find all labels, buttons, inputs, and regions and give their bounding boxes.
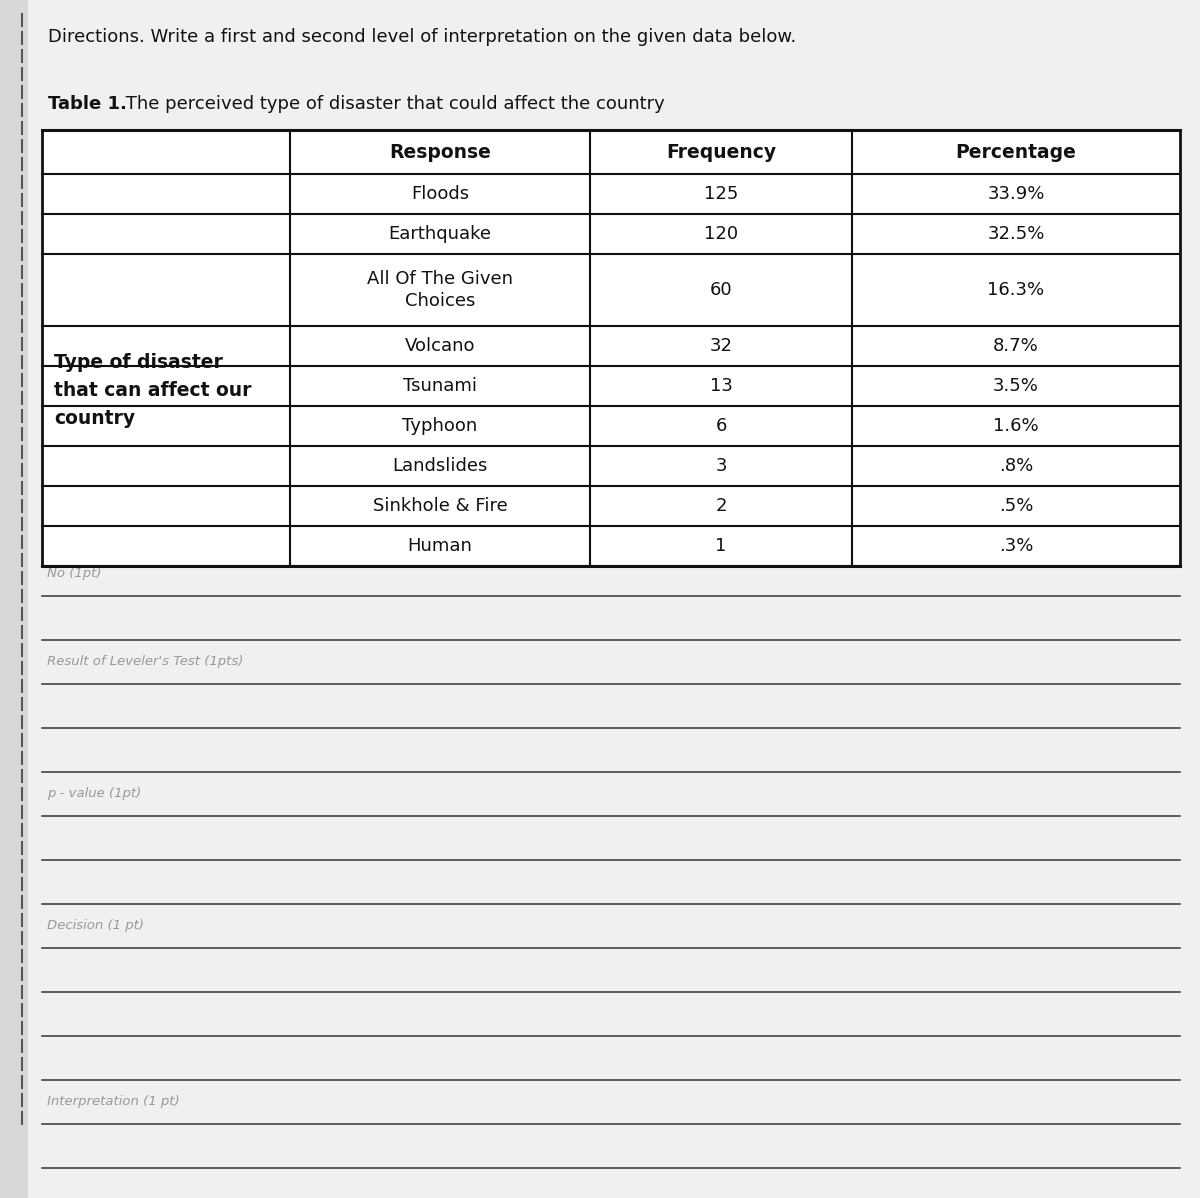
Text: The perceived type of disaster that could affect the country: The perceived type of disaster that coul…: [120, 95, 665, 113]
Text: Table 1.: Table 1.: [48, 95, 127, 113]
Text: 6: 6: [715, 417, 727, 435]
Text: 13: 13: [709, 377, 732, 395]
Bar: [42, 131, 1180, 565]
Text: Volcano: Volcano: [404, 337, 475, 355]
Text: .5%: .5%: [998, 497, 1033, 515]
Text: 2: 2: [715, 497, 727, 515]
Text: 3: 3: [715, 456, 727, 474]
Text: 3.5%: 3.5%: [994, 377, 1039, 395]
Text: Earthquake: Earthquake: [389, 225, 492, 243]
Text: Sinkhole & Fire: Sinkhole & Fire: [373, 497, 508, 515]
Text: p - value (1pt): p - value (1pt): [47, 787, 142, 800]
Text: 33.9%: 33.9%: [988, 184, 1045, 202]
Text: 16.3%: 16.3%: [988, 282, 1044, 300]
Text: 120: 120: [704, 225, 738, 243]
Text: Directions. Write a first and second level of interpretation on the given data b: Directions. Write a first and second lev…: [48, 28, 797, 46]
Text: Type of disaster: Type of disaster: [54, 352, 223, 371]
Text: Interpretation (1 pt): Interpretation (1 pt): [47, 1095, 180, 1108]
Bar: [42, 131, 1180, 565]
Text: Frequency: Frequency: [666, 143, 776, 162]
Text: Floods: Floods: [410, 184, 469, 202]
Text: All Of The Given
Choices: All Of The Given Choices: [367, 270, 514, 310]
Text: .3%: .3%: [998, 537, 1033, 555]
Text: Decision (1 pt): Decision (1 pt): [47, 919, 144, 932]
Text: .8%: .8%: [998, 456, 1033, 474]
Text: country: country: [54, 409, 136, 428]
Text: 1.6%: 1.6%: [994, 417, 1039, 435]
Text: Tsunami: Tsunami: [403, 377, 478, 395]
Text: Landslides: Landslides: [392, 456, 487, 474]
Text: 8.7%: 8.7%: [994, 337, 1039, 355]
Text: 1: 1: [715, 537, 727, 555]
Text: 60: 60: [709, 282, 732, 300]
Text: that can affect our: that can affect our: [54, 381, 252, 399]
Text: Response: Response: [389, 143, 491, 162]
Text: 32.5%: 32.5%: [988, 225, 1045, 243]
Text: No (1pt): No (1pt): [47, 567, 102, 580]
Text: 32: 32: [709, 337, 732, 355]
Text: Result of Leveler's Test (1pts): Result of Leveler's Test (1pts): [47, 655, 244, 668]
Text: Typhoon: Typhoon: [402, 417, 478, 435]
Text: 125: 125: [704, 184, 738, 202]
Text: Human: Human: [408, 537, 473, 555]
Text: Percentage: Percentage: [955, 143, 1076, 162]
